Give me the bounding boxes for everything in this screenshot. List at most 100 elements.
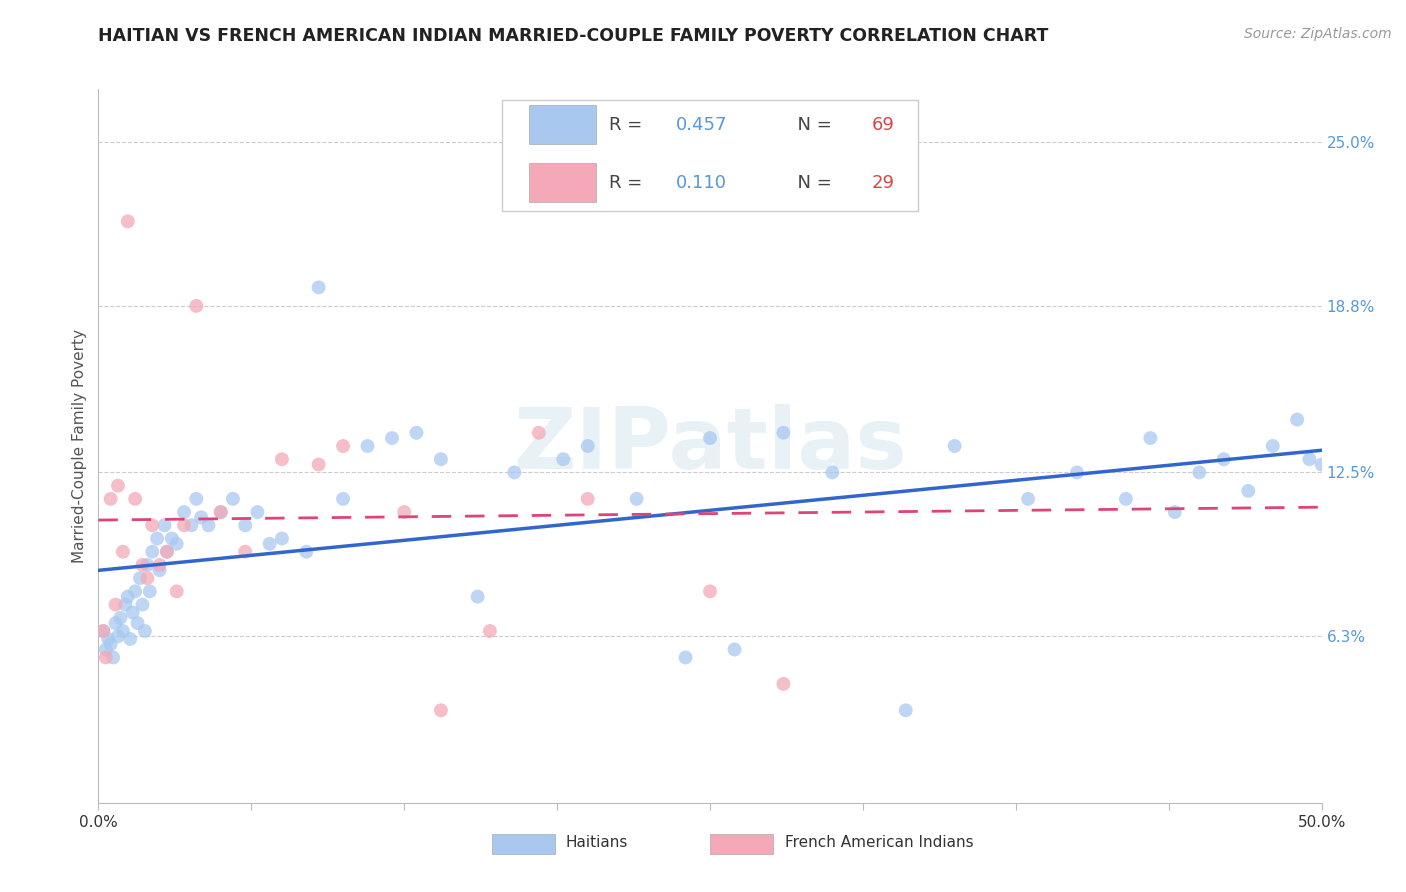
Point xyxy=(91,624,114,638)
Point xyxy=(107,478,129,492)
Point xyxy=(576,491,599,506)
Text: ZIPatlas: ZIPatlas xyxy=(513,404,907,488)
Point xyxy=(1237,483,1260,498)
Point xyxy=(295,545,318,559)
Point xyxy=(392,505,416,519)
Text: Source: ZipAtlas.com: Source: ZipAtlas.com xyxy=(1244,27,1392,41)
Bar xyxy=(529,163,596,202)
Y-axis label: Married-Couple Family Poverty: Married-Couple Family Poverty xyxy=(72,329,87,563)
Text: Haitians: Haitians xyxy=(565,836,627,850)
Point xyxy=(180,518,202,533)
Point xyxy=(94,642,117,657)
Point xyxy=(156,545,179,559)
Point xyxy=(160,532,183,546)
Point xyxy=(131,598,153,612)
Point xyxy=(259,537,281,551)
Point xyxy=(156,545,179,559)
Point xyxy=(1261,439,1284,453)
Point xyxy=(308,458,330,472)
Text: 69: 69 xyxy=(872,116,894,134)
Point xyxy=(332,439,354,453)
Point xyxy=(129,571,152,585)
Point xyxy=(1310,458,1333,472)
Point xyxy=(626,167,648,181)
Point xyxy=(308,280,330,294)
Point xyxy=(124,584,146,599)
Point xyxy=(270,452,294,467)
Point xyxy=(772,425,794,440)
Text: N =: N = xyxy=(786,174,838,192)
Point xyxy=(1298,452,1320,467)
Point xyxy=(173,518,195,533)
Point xyxy=(100,637,122,651)
Point xyxy=(503,466,526,480)
Point xyxy=(101,650,124,665)
Point xyxy=(430,703,453,717)
Text: R =: R = xyxy=(609,116,648,134)
Point xyxy=(1188,466,1211,480)
Point xyxy=(110,611,132,625)
Point xyxy=(467,590,489,604)
Point xyxy=(97,632,120,646)
Point xyxy=(136,558,159,572)
Point xyxy=(1212,452,1234,467)
Point xyxy=(190,510,212,524)
Point xyxy=(104,616,127,631)
Point xyxy=(1139,431,1161,445)
Point xyxy=(166,537,188,551)
Text: 0.110: 0.110 xyxy=(676,174,727,192)
Point xyxy=(1115,491,1137,506)
Point xyxy=(173,505,195,519)
Point xyxy=(197,518,219,533)
Point xyxy=(117,214,139,228)
Point xyxy=(107,629,129,643)
Point xyxy=(127,616,149,631)
Point xyxy=(405,425,427,440)
Point xyxy=(146,532,169,546)
Text: N =: N = xyxy=(786,116,838,134)
Point xyxy=(121,606,143,620)
Point xyxy=(723,642,745,657)
Point xyxy=(1017,491,1039,506)
Point xyxy=(166,584,188,599)
Point xyxy=(270,532,294,546)
Point xyxy=(527,425,550,440)
Point xyxy=(222,491,245,506)
FancyBboxPatch shape xyxy=(502,100,918,211)
Text: HAITIAN VS FRENCH AMERICAN INDIAN MARRIED-COUPLE FAMILY POVERTY CORRELATION CHAR: HAITIAN VS FRENCH AMERICAN INDIAN MARRIE… xyxy=(98,27,1049,45)
Point xyxy=(332,491,354,506)
Text: 0.457: 0.457 xyxy=(676,116,727,134)
Point xyxy=(111,624,134,638)
Point xyxy=(141,518,163,533)
Point xyxy=(233,518,256,533)
Point xyxy=(626,491,648,506)
Point xyxy=(675,650,697,665)
Point xyxy=(699,584,721,599)
Point xyxy=(1164,505,1187,519)
Point xyxy=(576,439,599,453)
Point xyxy=(209,505,232,519)
Point xyxy=(111,545,134,559)
Text: 29: 29 xyxy=(872,174,894,192)
Point xyxy=(430,452,453,467)
Point xyxy=(136,571,159,585)
Point xyxy=(186,299,208,313)
Point xyxy=(246,505,269,519)
Point xyxy=(821,466,844,480)
Point xyxy=(91,624,114,638)
Point xyxy=(153,518,176,533)
Point xyxy=(894,703,917,717)
Point xyxy=(94,650,117,665)
Point xyxy=(100,491,122,506)
Point xyxy=(114,598,136,612)
Point xyxy=(943,439,966,453)
Point xyxy=(233,545,256,559)
Point xyxy=(209,505,232,519)
Point xyxy=(149,558,172,572)
Point xyxy=(1066,466,1088,480)
Point xyxy=(141,545,163,559)
Point xyxy=(553,452,575,467)
Point xyxy=(134,624,156,638)
Text: R =: R = xyxy=(609,174,648,192)
Point xyxy=(772,677,794,691)
